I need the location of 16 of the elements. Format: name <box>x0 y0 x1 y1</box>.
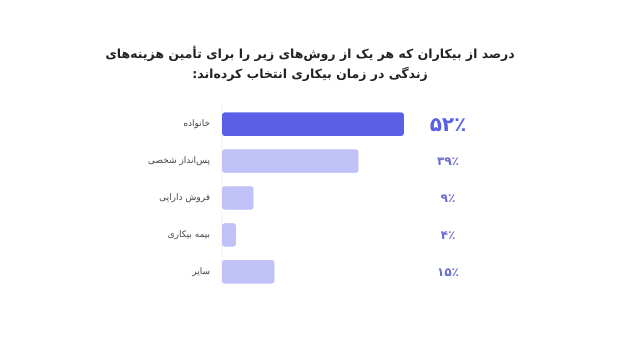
data-label: ۹٪ <box>440 191 456 205</box>
data-label: ۴٪ <box>440 228 456 242</box>
y-tick-label: بیمه بیکاری <box>168 230 210 240</box>
y-tick-label: خانواده <box>183 119 210 130</box>
chart-title: درصد از بیکاران که هر یک از روش‌های زیر را برای تأمین هزینه‌های زندگی در زمان بیکاری انتخاب کرده‌اند: <box>105 45 515 82</box>
bar <box>222 149 358 173</box>
bar <box>222 186 254 210</box>
data-label: ۵۲٪ <box>430 112 466 136</box>
y-tick-label: پس‌انداز شخصی <box>148 156 210 166</box>
y-tick-label: سایر <box>191 266 210 277</box>
data-label: ۳۹٪ <box>437 154 459 168</box>
bar <box>222 223 236 247</box>
bar <box>222 112 404 136</box>
y-tick-label: فروش دارایی <box>159 193 210 203</box>
bar <box>222 260 274 284</box>
data-label: ۱۵٪ <box>437 264 459 279</box>
